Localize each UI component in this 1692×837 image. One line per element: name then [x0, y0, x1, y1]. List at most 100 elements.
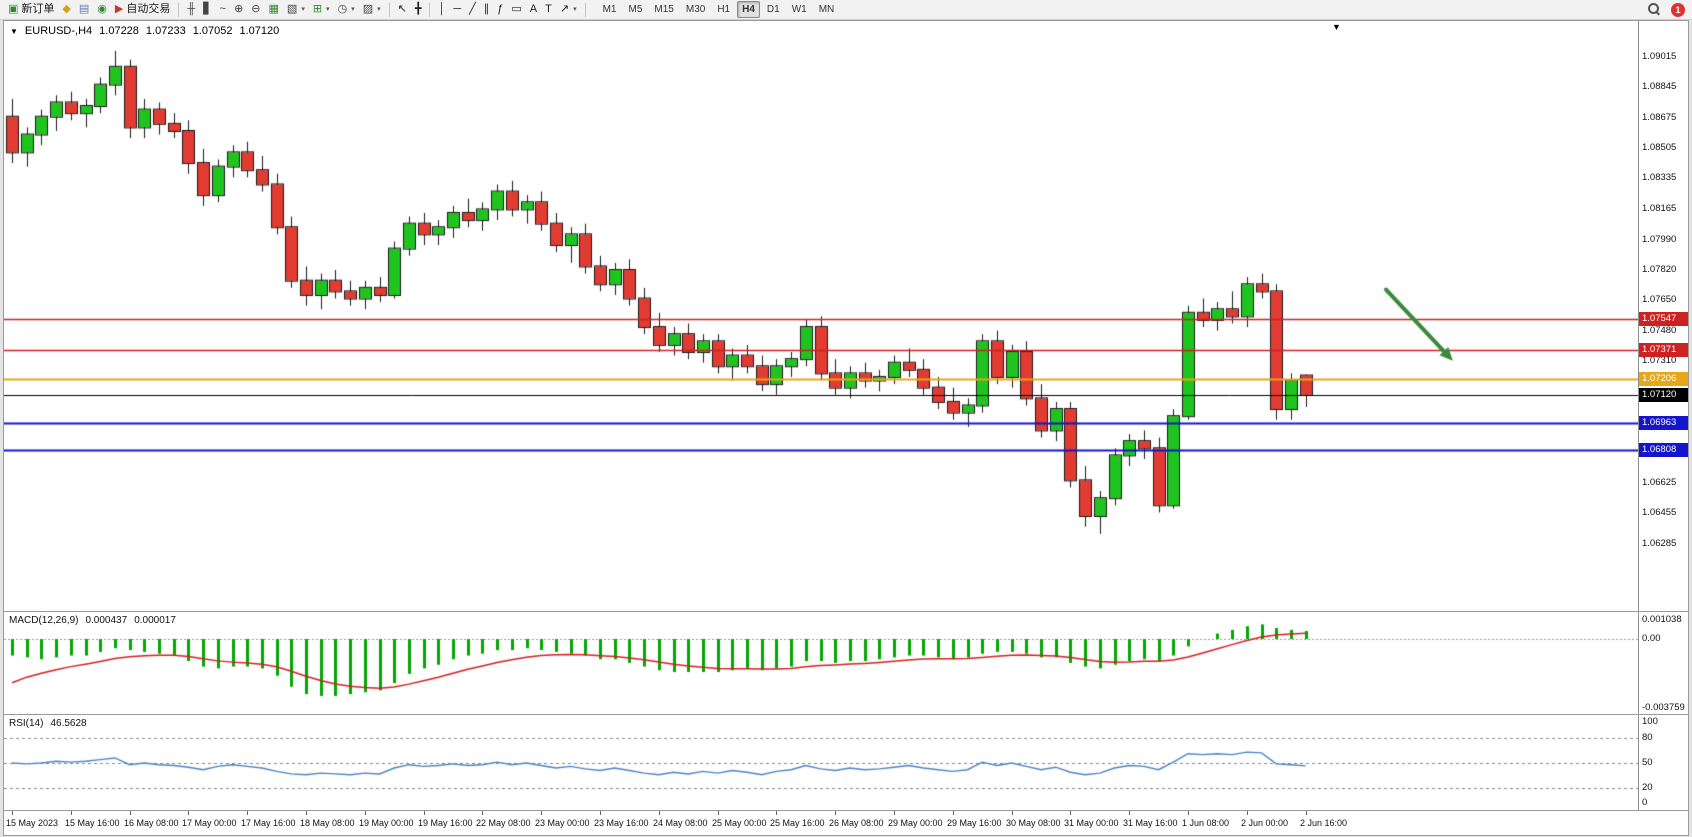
timeframe-M15[interactable]: M15 [654, 4, 674, 15]
line-chart-button[interactable]: ~ [216, 1, 230, 19]
time-axis-label: 2 Jun 16:00 [1300, 818, 1348, 828]
time-tick [776, 811, 777, 815]
horizontal-line-button[interactable]: ─ [449, 1, 465, 19]
zoom-in-button[interactable]: ⊕ [230, 1, 247, 19]
vertical-line-icon: │ [438, 3, 446, 15]
time-axis-label: 2 Jun 00:00 [1241, 818, 1289, 828]
one-click-collapse-icon[interactable]: ▼ [10, 26, 18, 36]
price-axis-label: 1.06285 [1642, 537, 1677, 549]
chevron-down-icon: ▾ [573, 6, 577, 13]
chart-window-eurusd: 1.09015 1.08845 1.08675 1.08505 1.08335 1.081… [3, 20, 1689, 836]
chart-shift-marker-icon[interactable]: ▼ [1332, 22, 1341, 32]
time-axis-label: 25 May 16:00 [770, 818, 825, 828]
time-tick [12, 811, 13, 815]
print-button[interactable]: ▤ [75, 1, 93, 19]
rsi-canvas[interactable] [4, 715, 1638, 810]
arrows-button[interactable]: ↗ ▾ [556, 1, 581, 19]
arrows-icon: ↗ [559, 3, 570, 15]
rsi-indicator-label: RSI(14) 46.5628 [9, 718, 87, 729]
trendline-button[interactable]: ╱ [465, 1, 480, 19]
price-axis-label: 1.08505 [1642, 141, 1677, 153]
price-axis-label: 1.08845 [1642, 81, 1677, 93]
macd-axis-label: 0.001038 [1642, 614, 1682, 625]
time-axis-label: 18 May 08:00 [300, 818, 355, 828]
autotrading-button[interactable]: ▶ 自动交易 [111, 1, 174, 19]
price-axis-label: 1.07990 [1642, 233, 1677, 245]
macd-signal-value: 0.000017 [134, 615, 176, 626]
notification-badge[interactable]: 1 [1671, 2, 1685, 17]
macd-canvas[interactable] [4, 612, 1638, 714]
quote-open-value: 1.07228 [99, 25, 139, 37]
fibonacci-icon: ƒ [497, 3, 504, 15]
crosshair-button[interactable]: ╋ [411, 1, 426, 19]
time-tick [71, 811, 72, 815]
macd-pane: 0.001038 0.00 -0.003759 MACD(12,26,9) 0.00… [4, 611, 1688, 714]
time-axis-label: 24 May 08:00 [653, 818, 708, 828]
time-axis-label: 19 May 16:00 [418, 818, 473, 828]
price-axis-label: 1.08335 [1642, 172, 1677, 184]
tile-windows-button[interactable]: ▦ [265, 1, 283, 19]
shapes-icon: ▭ [511, 3, 522, 15]
timeframe-H4[interactable]: H4 [737, 1, 760, 18]
chevron-down-icon: ▾ [351, 6, 355, 13]
macd-axis-label: 0.00 [1642, 633, 1661, 645]
indicators-button[interactable]: ⊞ ▾ [309, 1, 334, 19]
data-window-button[interactable]: ◉ [93, 1, 111, 19]
shapes-button[interactable]: ▭ [507, 1, 525, 19]
time-axis-label: 30 May 08:00 [1006, 818, 1061, 828]
macd-title: MACD(12,26,9) [9, 615, 79, 626]
rsi-axis-label: 50 [1642, 757, 1653, 768]
time-tick [482, 811, 483, 815]
toolbar-separator [388, 2, 390, 17]
fibonacci-button[interactable]: ƒ [493, 1, 507, 19]
price-axis-label: 1.07310 [1642, 354, 1677, 366]
autotrading-icon: ▶ [114, 3, 124, 15]
trendline-icon: ╱ [469, 3, 476, 15]
price-axis[interactable]: 1.09015 1.08845 1.08675 1.08505 1.08335 1.081… [1638, 21, 1688, 611]
timeframe-MN[interactable]: MN [818, 4, 835, 15]
timeframe-W1[interactable]: W1 [791, 4, 807, 15]
quote-low-value: 1.07052 [192, 25, 233, 37]
vertical-line-button[interactable]: │ [434, 1, 449, 19]
cursor-button[interactable]: ↖ [394, 1, 411, 19]
text-label-icon: T [545, 3, 552, 15]
timeframe-M30[interactable]: M30 [685, 4, 706, 15]
time-tick [1012, 811, 1013, 815]
rsi-axis-label: 100 [1642, 716, 1658, 727]
time-tick [1188, 811, 1189, 815]
timeframe-M5[interactable]: M5 [628, 4, 643, 15]
time-tick [659, 811, 660, 815]
text-button[interactable]: A [526, 1, 541, 19]
zoom-out-button[interactable]: ⊖ [247, 1, 264, 19]
indicators-icon: ⊞ [312, 3, 323, 15]
time-tick [1070, 811, 1071, 815]
new-order-button[interactable]: ▣ 新订单 [4, 1, 58, 19]
metaeditor-button[interactable]: ◆ [58, 1, 74, 19]
toolbar-separator [429, 2, 431, 17]
channel-button[interactable]: ∥ [480, 1, 494, 19]
time-axis-label: 16 May 08:00 [124, 818, 179, 828]
timeframe-M1[interactable]: M1 [602, 4, 617, 15]
horizontal-line-icon: ─ [453, 3, 462, 15]
search-icon[interactable] [1648, 3, 1661, 16]
time-tick [247, 811, 248, 815]
time-axis-label: 29 May 00:00 [888, 818, 943, 828]
bar-chart-button[interactable]: ╫ [183, 1, 199, 19]
price-level-tag: 1.07371 [1639, 343, 1688, 358]
price-chart-canvas[interactable] [4, 21, 1638, 611]
macd-axis: 0.001038 0.00 -0.003759 [1638, 612, 1688, 714]
templates-button[interactable]: ▨ ▾ [359, 1, 385, 19]
text-label-button[interactable]: T [541, 1, 556, 19]
timeframe-D1[interactable]: D1 [766, 4, 780, 15]
candlestick-chart-button[interactable]: ▋ [199, 1, 215, 19]
periods-button[interactable]: ◷ ▾ [334, 1, 359, 19]
timeframe-H1[interactable]: H1 [717, 4, 731, 15]
time-tick [541, 811, 542, 815]
time-axis-label: 25 May 00:00 [712, 818, 767, 828]
cursor-icon: ↖ [397, 3, 407, 15]
rsi-axis: 100 80 50 20 0 [1638, 715, 1688, 810]
time-axis-label: 23 May 00:00 [535, 818, 590, 828]
time-axis-label: 17 May 16:00 [241, 818, 296, 828]
time-axis[interactable]: 15 May 2023 15 May 16:00 16 May 08:00 17 Ma… [4, 810, 1688, 835]
auto-arrange-button[interactable]: ▧ ▾ [283, 1, 309, 19]
